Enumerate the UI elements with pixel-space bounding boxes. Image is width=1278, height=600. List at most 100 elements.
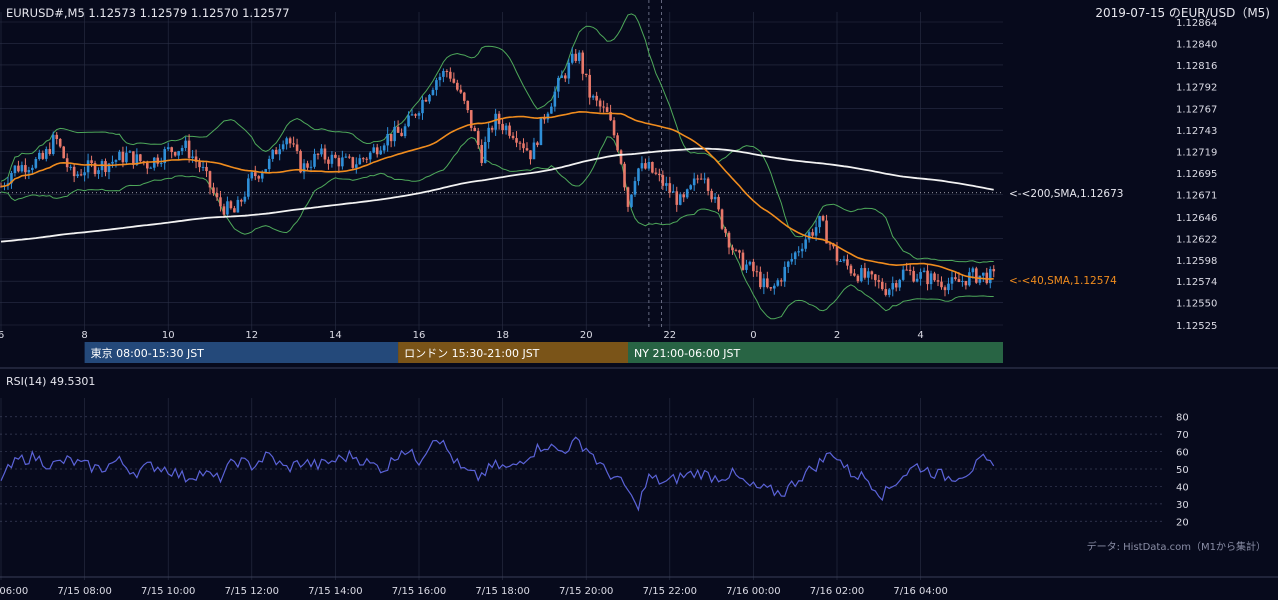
- hour-tick-label: 22: [663, 330, 676, 341]
- candle-body: [661, 175, 665, 186]
- hour-tick-label: 20: [580, 330, 593, 341]
- candle-body: [828, 243, 832, 245]
- candle-body: [48, 149, 52, 154]
- candle-body: [208, 171, 212, 188]
- candle-body: [114, 160, 118, 162]
- candle-body: [58, 138, 62, 147]
- candle-body: [24, 165, 27, 173]
- candle-body: [375, 147, 379, 155]
- candle-body: [250, 172, 254, 179]
- candle-body: [292, 143, 295, 145]
- candle-body: [389, 133, 393, 142]
- candle-body: [797, 251, 800, 253]
- candle-body: [630, 194, 633, 207]
- candle-body: [731, 247, 734, 251]
- candle-body: [445, 70, 449, 72]
- candle-body: [166, 147, 170, 150]
- candle-body: [452, 78, 456, 83]
- candle-body: [654, 172, 658, 174]
- candle-body: [814, 227, 818, 236]
- candle-body: [302, 163, 306, 173]
- candle-body: [403, 126, 407, 137]
- time-tick-label: 7/15 16:00: [392, 586, 446, 597]
- price-tick-label: 1.12550: [1176, 299, 1217, 310]
- price-tick-label: 1.12816: [1176, 61, 1217, 72]
- candle-body: [522, 143, 525, 149]
- candle-body: [51, 134, 55, 154]
- candle-body: [727, 232, 731, 248]
- candle-body: [626, 187, 630, 207]
- price-tick-label: 1.12574: [1176, 277, 1217, 288]
- candle-body: [710, 190, 713, 200]
- candle-body: [647, 161, 651, 169]
- candle-body: [44, 149, 48, 159]
- bollinger-lower: [0, 136, 994, 320]
- candle-body: [97, 170, 100, 175]
- candle-body: [170, 147, 173, 153]
- candle-body: [835, 246, 839, 262]
- candle-body: [668, 183, 672, 193]
- candle-body: [348, 156, 351, 158]
- candle-body: [233, 208, 236, 213]
- candle-body: [539, 118, 543, 146]
- price-tick-label: 1.12598: [1176, 256, 1217, 267]
- price-tick-label: 1.12646: [1176, 213, 1217, 224]
- candle-body: [163, 149, 167, 164]
- candle-body: [128, 151, 132, 153]
- candle-body: [38, 152, 41, 160]
- candle-body: [449, 71, 452, 79]
- candle-body: [459, 89, 463, 93]
- candle-body: [456, 82, 459, 90]
- candle-body: [605, 107, 609, 112]
- candle-body: [107, 163, 111, 173]
- candle-body: [90, 160, 93, 164]
- candle-body: [891, 283, 895, 290]
- candle-body: [508, 125, 511, 136]
- time-tick-label: 7/15 10:00: [141, 586, 195, 597]
- candle-body: [877, 280, 881, 282]
- candle-body: [887, 289, 891, 295]
- candle-body: [306, 163, 309, 168]
- candle-body: [323, 148, 327, 160]
- candle-body: [940, 281, 943, 288]
- candle-body: [295, 144, 299, 151]
- candle-body: [609, 111, 612, 121]
- candle-body: [316, 153, 320, 155]
- hour-tick-label: 16: [413, 330, 426, 341]
- session-label: NY 21:00-06:00 JST: [634, 347, 741, 360]
- candle-body: [414, 114, 417, 116]
- candle-body: [762, 278, 766, 288]
- rsi-tick-label: 60: [1176, 448, 1189, 459]
- candle-body: [240, 199, 243, 202]
- candle-body: [260, 173, 264, 179]
- candle-body: [393, 126, 396, 142]
- candle-body: [118, 151, 121, 161]
- session-label: 東京 08:00-15:30 JST: [91, 346, 205, 360]
- candle-body: [177, 151, 180, 156]
- candle-body: [435, 80, 438, 90]
- candle-body: [462, 92, 466, 101]
- candle-body: [574, 53, 578, 61]
- candle-body: [27, 170, 31, 173]
- candle-body: [344, 156, 348, 158]
- candle-body: [431, 89, 435, 95]
- moving-averages: [0, 110, 994, 280]
- hour-tick-label: 0: [750, 330, 756, 341]
- time-tick-label: 7/16 04:00: [893, 586, 947, 597]
- candle-body: [358, 158, 362, 165]
- candle-body: [982, 272, 985, 276]
- candle-body: [264, 169, 268, 174]
- candle-body: [738, 250, 741, 253]
- candle-body: [926, 270, 929, 285]
- candle-body: [745, 264, 748, 270]
- candle-body: [943, 287, 947, 291]
- candle-body: [428, 94, 431, 102]
- candle-body: [372, 147, 376, 153]
- candle-body: [724, 228, 727, 233]
- hour-tick-label: 12: [245, 330, 258, 341]
- price-tick-label: 1.12719: [1176, 148, 1217, 159]
- candle-body: [964, 280, 968, 286]
- candle-body: [156, 157, 160, 164]
- candle-body: [184, 140, 187, 148]
